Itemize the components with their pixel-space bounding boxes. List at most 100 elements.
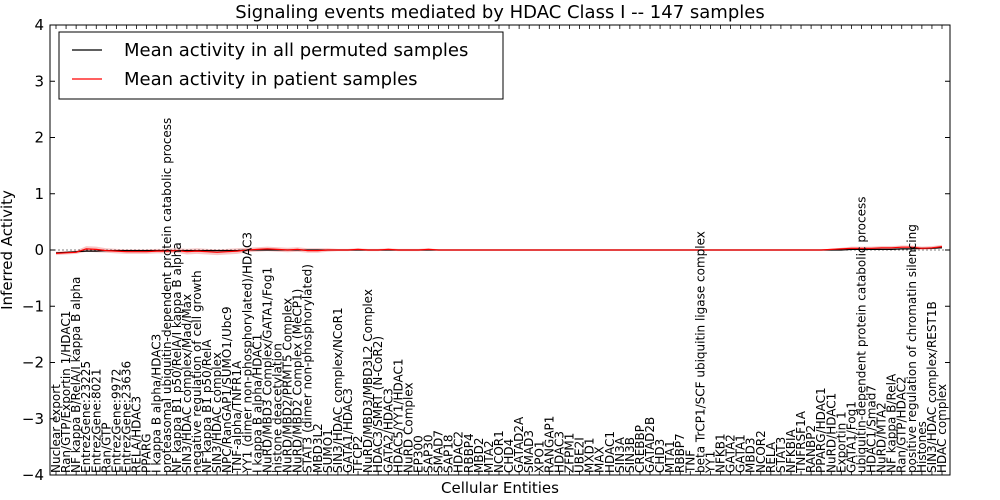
category-label: EntrezGene:8021 [89, 369, 103, 474]
category-label: Histones [915, 421, 929, 473]
category-label: SAP18 [442, 434, 456, 473]
category-label: GATA1 [734, 434, 748, 473]
category-label: CREBBP [633, 425, 647, 473]
category-label: ubiquitin-dependent protein catabolic pr… [855, 197, 869, 473]
y-tick-label: −3 [22, 410, 44, 428]
category-label: RANBP2 [804, 425, 818, 473]
category-label: NuRD/MTA2 [875, 402, 889, 473]
category-label: NF kappa B1 p50/RelA [200, 339, 214, 473]
category-label: Exportin 1 [834, 411, 848, 473]
y-tick-label: 0 [34, 241, 44, 259]
chart-title: Signaling events mediated by HDAC Class … [235, 2, 764, 23]
category-label: positive regulation of chromatin silenci… [905, 224, 919, 473]
category-label: NuRD/MBD3/MBD3L2 Complex [361, 289, 375, 473]
category-label: MAX [593, 446, 607, 473]
y-tick-label: −1 [22, 297, 44, 315]
legend-label-permuted: Mean activity in all permuted samples [124, 40, 468, 61]
category-label: beta TrCP1/SCF ubiquitin ligase complex [693, 231, 707, 473]
y-axis-label: Inferred Activity [0, 190, 16, 310]
y-tick-label: −4 [22, 466, 44, 484]
category-label: MBD2 [472, 438, 486, 473]
category-label: RBBP7 [673, 433, 687, 473]
category-label: UBE2I [573, 437, 587, 473]
category-label: HDAC5/YY1/HDAC1 [391, 358, 405, 473]
series-line-patient [55, 246, 943, 254]
category-label: GATA2/HDAC3 [381, 388, 395, 473]
category-label: NFKBIA [784, 428, 798, 473]
y-tick-label: 1 [34, 185, 44, 203]
category-label: HDAC3/SMRT (N-CoR2) [371, 336, 385, 473]
category-label: NF kappa B/RelA [885, 373, 899, 473]
category-label: NuRD/MBD2 Complex (MeCP1) [291, 289, 305, 473]
category-label: TNF-alpha/TNFR1A [230, 360, 244, 474]
category-label: SAP30 [422, 434, 436, 473]
category-label: MTA1 [663, 440, 677, 473]
category-label: histone deacetylation [271, 343, 285, 473]
category-label: SMAD3 [522, 430, 536, 473]
category-label: NF kappa B1 p50/RelA/I kappa B alpha [170, 242, 184, 473]
category-label: STAT3 [774, 437, 788, 473]
category-label: proteasomal ubiquitin-dependent protein … [160, 118, 174, 473]
legend: Mean activity in all permuted samples Me… [58, 31, 504, 100]
category-label: EntrezGene:23225 [79, 361, 93, 473]
category-label: XPO1 [532, 440, 546, 473]
category-label: TNF [683, 450, 697, 474]
category-label: CHD4 [502, 439, 516, 473]
category-label: HDAC1 [603, 431, 617, 473]
legend-label-patient: Mean activity in patient samples [124, 69, 418, 90]
y-tick-label: −2 [22, 354, 44, 372]
category-label: MBD3L2 [311, 423, 325, 473]
category-label: NuRD/HDAC1 [824, 393, 838, 473]
category-label: SIN3B [623, 437, 637, 473]
category-label: EP300 [412, 435, 426, 473]
y-tick-label: 3 [34, 72, 44, 90]
category-label: MTA2 [482, 440, 496, 473]
category-label: NFKB1 [714, 433, 728, 473]
category-label: STAT3 (dimer non-phosphorylated) [301, 264, 315, 473]
category-label: SIN3/HDAC complex/Mad/Max [180, 294, 194, 473]
category-label: Ran/GTP/HDAC2 [895, 376, 909, 473]
category-label: I kappa B alpha/HDAC3 [150, 334, 164, 473]
category-label: GATAD2B [643, 417, 657, 473]
category-label: GATA2 [724, 434, 738, 473]
category-label: RELA [764, 441, 778, 473]
axis-ticks: −4 −3 −2 −1 0 1 2 3 4 [22, 16, 950, 484]
category-label: Ran/GTP/Exportin 1/HDAC1 [59, 311, 73, 473]
category-label: SIN3/HDAC complex/REST1B [925, 301, 939, 473]
category-label: NCOR2 [754, 430, 768, 473]
series-lines [55, 246, 943, 254]
plot-frame [49, 24, 951, 476]
category-label: GATA1/Fog1 [844, 401, 858, 473]
category-label: EntrezGene:23636 [120, 361, 134, 473]
category-label: Ran/GTP [99, 422, 113, 473]
category-label: negative regulation of cell growth [190, 270, 204, 473]
category-label: HDAC1/Smad7 [865, 385, 879, 473]
category-label: RANGAP1 [542, 416, 556, 473]
category-label: I kappa B alpha/HDAC1 [250, 334, 264, 473]
category-label: SIN3/HDAC complex/NCoR1 [331, 307, 345, 473]
category-label: RBBP4 [462, 433, 476, 473]
category-label: EntrezGene:9972 [109, 369, 123, 474]
category-label: HDAC complex [935, 384, 949, 473]
category-label: NuRD/MBD2/PRMT5 Complex [281, 298, 295, 473]
category-label: NPC/RanGAP1/SUMO1/Ubc9 [220, 306, 234, 473]
category-label: GATA1/HDAC3 [341, 388, 355, 473]
category-label: YY1 (dimer non-phosphorylated)/HDAC3 [240, 232, 254, 474]
category-label: YY1 [703, 451, 717, 474]
x-axis-label: Cellular Entities [441, 479, 559, 497]
category-label: SUMO1 [321, 429, 335, 473]
category-label: RELA/HDAC3 [130, 396, 144, 473]
y-tick-label: 4 [34, 16, 44, 34]
category-label: PPARG/HDAC1 [814, 387, 828, 473]
category-label: CHD3 [653, 439, 667, 473]
category-label: NuRD Complex [401, 382, 415, 473]
category-label: NCOR1 [492, 430, 506, 473]
category-label: NuRD/MBD3 Complex/GATA1/Fog1 [260, 267, 274, 473]
category-label: TFCP2 [351, 436, 365, 474]
category-label: PPARG [140, 433, 154, 473]
category-label: ZFPM1 [563, 433, 577, 473]
legend-box [58, 31, 504, 100]
y-tick-label: 2 [34, 129, 44, 147]
